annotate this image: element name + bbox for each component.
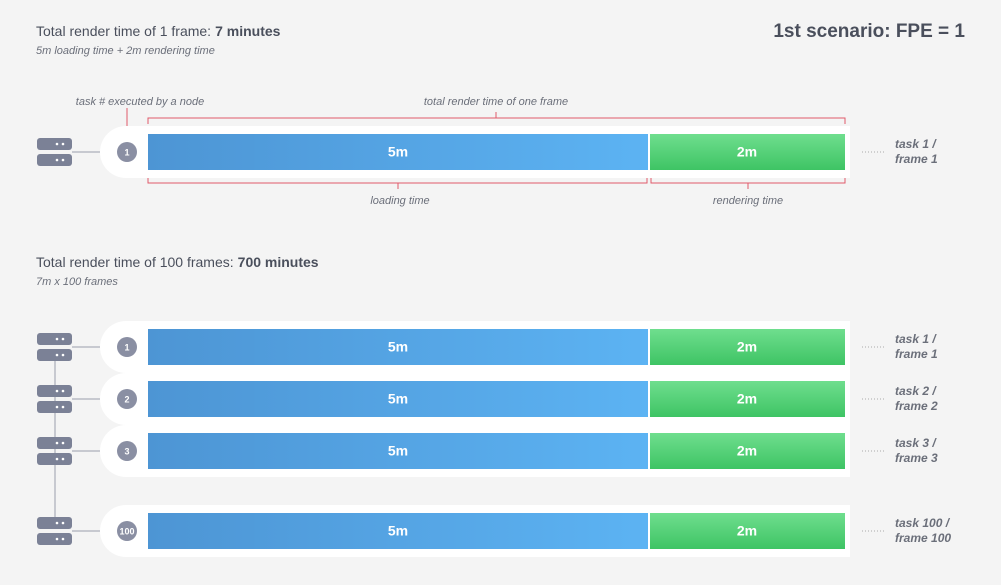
server-unit xyxy=(37,517,72,529)
task-number: 1 xyxy=(124,342,129,352)
loading-bar xyxy=(148,513,648,549)
server-led xyxy=(61,441,65,445)
server-unit xyxy=(37,138,72,150)
rendering-text: 2m xyxy=(737,391,757,407)
task-label: frame 3 xyxy=(895,451,938,465)
loading-bar xyxy=(148,433,648,469)
task-label: frame 1 xyxy=(895,152,938,166)
loading-text: 5m xyxy=(388,339,408,355)
loading-bar xyxy=(148,381,648,417)
rendering-bar xyxy=(650,134,845,170)
server-led xyxy=(55,521,59,525)
rendering-text: 2m xyxy=(737,144,757,160)
server-unit xyxy=(37,154,72,166)
server-unit xyxy=(37,385,72,397)
server-led xyxy=(55,142,59,146)
rendering-text: 2m xyxy=(737,523,757,539)
section1-subtitle: 5m loading time + 2m rendering time xyxy=(36,45,215,57)
loading-bar xyxy=(148,134,648,170)
task-label: task 1 / xyxy=(895,137,937,151)
server-unit xyxy=(37,349,72,361)
bracket xyxy=(147,112,846,124)
title-prefix: Total render time of 1 frame: xyxy=(36,23,211,39)
loading-label: loading time xyxy=(370,195,429,207)
server-unit xyxy=(37,401,72,413)
task-label: frame 100 xyxy=(895,531,951,545)
loading-text: 5m xyxy=(388,523,408,539)
rendering-bar xyxy=(650,433,845,469)
server-led xyxy=(61,389,65,393)
rendering-text: 2m xyxy=(737,339,757,355)
task-label: frame 2 xyxy=(895,399,938,413)
title-value: 7 minutes xyxy=(215,23,281,39)
server-led xyxy=(61,353,65,357)
loading-text: 5m xyxy=(388,391,408,407)
task-badge xyxy=(117,441,137,461)
server-led xyxy=(61,521,65,525)
rendering-bar xyxy=(650,329,845,365)
total-label: total render time of one frame xyxy=(424,96,568,108)
rendering-label: rendering time xyxy=(713,195,783,207)
loading-text: 5m xyxy=(388,144,408,160)
task-badge xyxy=(117,337,137,357)
rendering-bar xyxy=(650,381,845,417)
node-label: task # executed by a node xyxy=(76,96,204,108)
server-led xyxy=(61,337,65,341)
server-led xyxy=(55,158,59,162)
rendering-bar xyxy=(650,513,845,549)
task-number: 1 xyxy=(124,147,129,157)
server-led xyxy=(61,142,65,146)
section2-title: Total render time of 100 frames: 700 minu… xyxy=(36,254,319,270)
server-led xyxy=(55,389,59,393)
title-prefix: Total render time of 100 frames: xyxy=(36,254,234,270)
task-label: frame 1 xyxy=(895,347,938,361)
server-unit xyxy=(37,453,72,465)
rendering-text: 2m xyxy=(737,443,757,459)
task-label: task 100 / xyxy=(895,516,951,530)
loading-text: 5m xyxy=(388,443,408,459)
server-led xyxy=(55,337,59,341)
server-led xyxy=(61,457,65,461)
bracket xyxy=(147,177,846,189)
task-number: 2 xyxy=(124,394,129,404)
loading-bar xyxy=(148,329,648,365)
task-label: task 1 / xyxy=(895,332,937,346)
server-unit xyxy=(37,333,72,345)
task-badge xyxy=(117,521,137,541)
server-led xyxy=(61,537,65,541)
section2-subtitle: 7m x 100 frames xyxy=(36,276,118,288)
task-number: 3 xyxy=(124,446,129,456)
server-led xyxy=(55,457,59,461)
server-led xyxy=(55,441,59,445)
server-unit xyxy=(37,533,72,545)
task-label: task 2 / xyxy=(895,384,937,398)
server-led xyxy=(61,158,65,162)
task-number: 100 xyxy=(119,526,134,536)
server-led xyxy=(55,537,59,541)
task-badge xyxy=(117,142,137,162)
title-value: 700 minutes xyxy=(238,254,319,270)
server-led xyxy=(61,405,65,409)
server-led xyxy=(55,353,59,357)
section1-title: Total render time of 1 frame: 7 minutes xyxy=(36,23,281,39)
task-badge xyxy=(117,389,137,409)
server-led xyxy=(55,405,59,409)
task-label: task 3 / xyxy=(895,436,937,450)
server-unit xyxy=(37,437,72,449)
scenario-title: 1st scenario: FPE = 1 xyxy=(773,21,965,42)
